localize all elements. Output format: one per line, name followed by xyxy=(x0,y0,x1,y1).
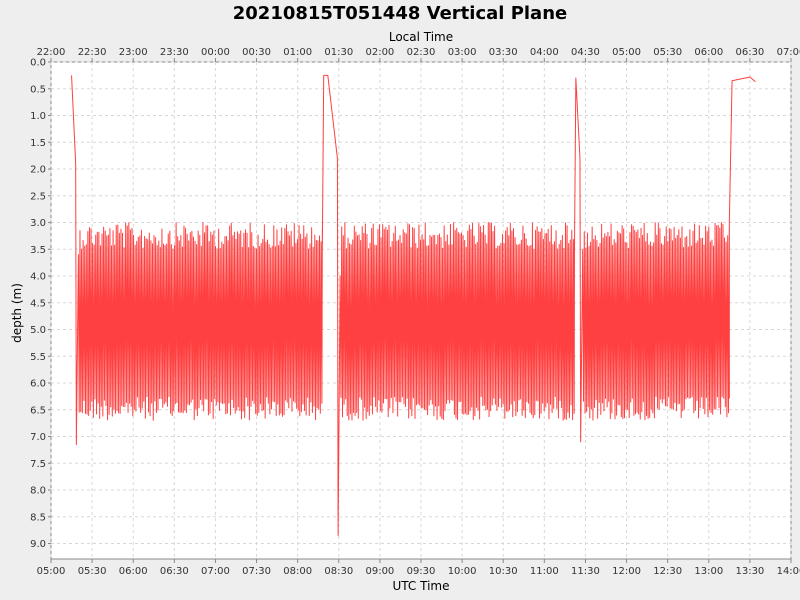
y-tick-label: 3.0 xyxy=(30,218,46,229)
axis-ticks: 0.0 0.5 1.0 1.5 2.0 2.5 3.0 3.5 4.0 4.5 5.0 5.5 6.0 6… xyxy=(30,47,800,577)
local-time-axis-label: Local Time xyxy=(389,30,453,44)
x2-tick-label: 04:00 xyxy=(530,47,559,58)
x2-tick-label: 02:00 xyxy=(365,47,394,58)
depth-series-line xyxy=(71,74,756,536)
x-tick-label: 06:30 xyxy=(160,566,189,577)
x-tick-label: 12:00 xyxy=(612,566,641,577)
x-tick-label: 07:30 xyxy=(242,566,271,577)
y-tick-label: 1.5 xyxy=(30,138,46,149)
x2-tick-label: 05:00 xyxy=(612,47,641,58)
x-tick-label: 11:00 xyxy=(530,566,559,577)
x-tick-label: 05:30 xyxy=(78,566,107,577)
x-tick-label: 13:30 xyxy=(735,566,764,577)
y-tick-label: 3.5 xyxy=(30,245,46,256)
x-tick-label: 13:00 xyxy=(694,566,723,577)
x2-tick-label: 03:30 xyxy=(489,47,518,58)
x-tick-label: 10:30 xyxy=(489,566,518,577)
x2-tick-label: 03:00 xyxy=(448,47,477,58)
x-tick-label: 14:00 xyxy=(777,566,800,577)
y-tick-label: 1.0 xyxy=(30,111,46,122)
x-tick-label: 08:00 xyxy=(283,566,312,577)
x2-tick-label: 00:30 xyxy=(242,47,271,58)
x-tick-label: 11:30 xyxy=(571,566,600,577)
x2-tick-label: 23:00 xyxy=(119,47,148,58)
y-tick-label: 0.0 xyxy=(30,58,46,69)
y-tick-label: 7.0 xyxy=(30,432,46,443)
x2-tick-label: 04:30 xyxy=(571,47,600,58)
y-tick-label: 8.0 xyxy=(30,486,46,497)
y-tick-label: 5.0 xyxy=(30,325,46,336)
y-tick-label: 0.5 xyxy=(30,84,46,95)
y-tick-label: 6.0 xyxy=(30,379,46,390)
x-tick-label: 09:00 xyxy=(365,566,394,577)
y-tick-label: 4.5 xyxy=(30,298,46,309)
chart-title: 20210815T051448 Vertical Plane xyxy=(233,3,567,24)
x2-tick-label: 00:00 xyxy=(201,47,230,58)
y-tick-label: 4.0 xyxy=(30,272,46,283)
utc-time-axis-label: UTC Time xyxy=(393,579,450,593)
x2-tick-label: 02:30 xyxy=(407,47,436,58)
x-tick-label: 10:00 xyxy=(448,566,477,577)
x-tick-label: 07:00 xyxy=(201,566,230,577)
x-tick-label: 12:30 xyxy=(653,566,682,577)
x2-tick-label: 01:30 xyxy=(324,47,353,58)
y-tick-label: 2.0 xyxy=(30,165,46,176)
x2-tick-label: 22:30 xyxy=(78,47,107,58)
x-tick-label: 06:00 xyxy=(119,566,148,577)
x2-tick-label: 06:30 xyxy=(735,47,764,58)
x-tick-label: 09:30 xyxy=(407,566,436,577)
x-tick-label: 08:30 xyxy=(324,566,353,577)
y-tick-label: 9.0 xyxy=(30,539,46,550)
x2-tick-label: 01:00 xyxy=(283,47,312,58)
depth-axis-label: depth (m) xyxy=(10,283,24,343)
x2-tick-label: 23:30 xyxy=(160,47,189,58)
y-tick-label: 6.5 xyxy=(30,405,46,416)
x2-tick-label: 06:00 xyxy=(694,47,723,58)
x2-tick-label: 22:00 xyxy=(37,47,66,58)
y-tick-label: 5.5 xyxy=(30,352,46,363)
x-tick-label: 05:00 xyxy=(37,566,66,577)
y-tick-label: 7.5 xyxy=(30,459,46,470)
y-tick-label: 2.5 xyxy=(30,191,46,202)
y-tick-label: 8.5 xyxy=(30,512,46,523)
x2-tick-label: 05:30 xyxy=(653,47,682,58)
x2-tick-label: 07:00 xyxy=(777,47,800,58)
